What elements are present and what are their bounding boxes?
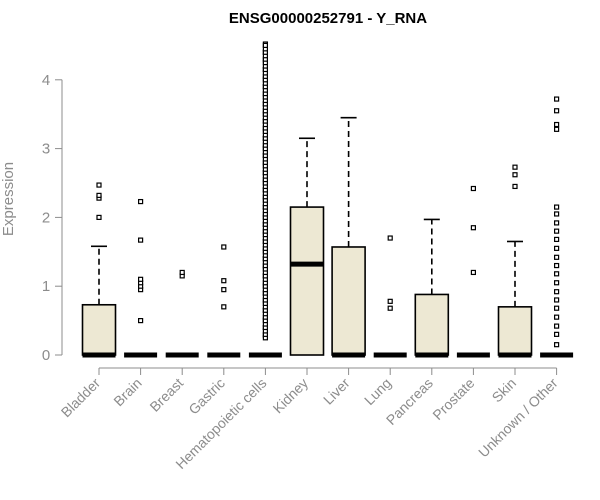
outlier-point [387, 298, 393, 304]
box [414, 293, 450, 356]
outlier-point [138, 198, 144, 205]
outlier-point [512, 172, 518, 178]
outlier-point [553, 108, 560, 114]
outlier-point [179, 269, 185, 276]
outlier-point [138, 276, 144, 282]
y-tick-label: 3 [42, 141, 50, 158]
outlier-point [221, 244, 227, 250]
outlier-point [553, 289, 560, 295]
dense-outlier-column [262, 42, 268, 341]
outlier-point [221, 304, 227, 310]
outlier-point [96, 182, 102, 188]
box-group [373, 235, 407, 358]
outlier-point [553, 323, 560, 329]
y-tick-label: 2 [42, 209, 50, 226]
outlier-point [470, 225, 476, 231]
outlier-point [553, 331, 560, 337]
outlier-point [262, 42, 268, 49]
box-group [540, 96, 574, 358]
outlier-point [221, 278, 227, 284]
y-tick-label: 1 [42, 278, 50, 295]
outlier-point [96, 214, 102, 220]
outlier-point [553, 126, 560, 132]
outlier-point [553, 96, 560, 102]
box [331, 246, 366, 356]
box-group [207, 244, 241, 358]
outlier-point [221, 287, 227, 293]
x-tick-label: Skin [489, 375, 520, 406]
outlier-point [387, 305, 393, 311]
y-tick-label: 4 [42, 72, 50, 89]
outlier-point [138, 237, 144, 243]
x-tick-label: Breast [146, 375, 186, 415]
outlier-point [512, 183, 518, 190]
outlier-point [96, 192, 102, 198]
outlier-point [553, 262, 560, 269]
outlier-point [553, 271, 560, 277]
x-tick-label: Brain [110, 375, 144, 409]
box-group [497, 164, 533, 358]
x-tick-label: Prostate [429, 375, 477, 423]
chart-title: ENSG00000252791 - Y_RNA [229, 10, 427, 27]
outlier-point [387, 235, 393, 241]
x-tick-label: Liver [320, 375, 353, 408]
outlier-point [553, 314, 560, 320]
box-group [289, 137, 325, 356]
outlier-point [553, 211, 560, 217]
outlier-point [553, 254, 560, 260]
outlier-point [553, 297, 560, 303]
outlier-point [138, 318, 144, 324]
outlier-point [553, 305, 560, 311]
y-axis: 0 1 2 3 4 [42, 72, 63, 364]
box [289, 206, 325, 356]
boxes [81, 41, 574, 358]
outlier-point [553, 204, 560, 210]
x-tick-label: Bladder [58, 375, 104, 421]
box-group [331, 116, 366, 358]
box-group [414, 218, 450, 358]
box-group [81, 182, 117, 358]
outlier-point [470, 185, 476, 192]
box-group [165, 269, 199, 358]
box [81, 303, 117, 356]
x-tick-label: Kidney [270, 375, 312, 417]
outlier-point [553, 228, 560, 234]
box-group [124, 198, 158, 358]
x-tick-label: Unknown / Other [475, 375, 561, 461]
outlier-point [553, 245, 560, 251]
x-tick-label: Lung [361, 375, 394, 408]
outlier-point [553, 220, 560, 226]
outlier-point [553, 280, 560, 286]
y-axis-label: Expression [0, 162, 17, 236]
outlier-point [553, 236, 560, 243]
box [497, 306, 533, 356]
y-tick-label: 0 [42, 347, 50, 364]
outlier-point [553, 342, 560, 348]
box-group [456, 185, 490, 358]
outlier-point [470, 269, 476, 276]
outlier-point [512, 164, 518, 170]
outlier-point [553, 121, 560, 128]
